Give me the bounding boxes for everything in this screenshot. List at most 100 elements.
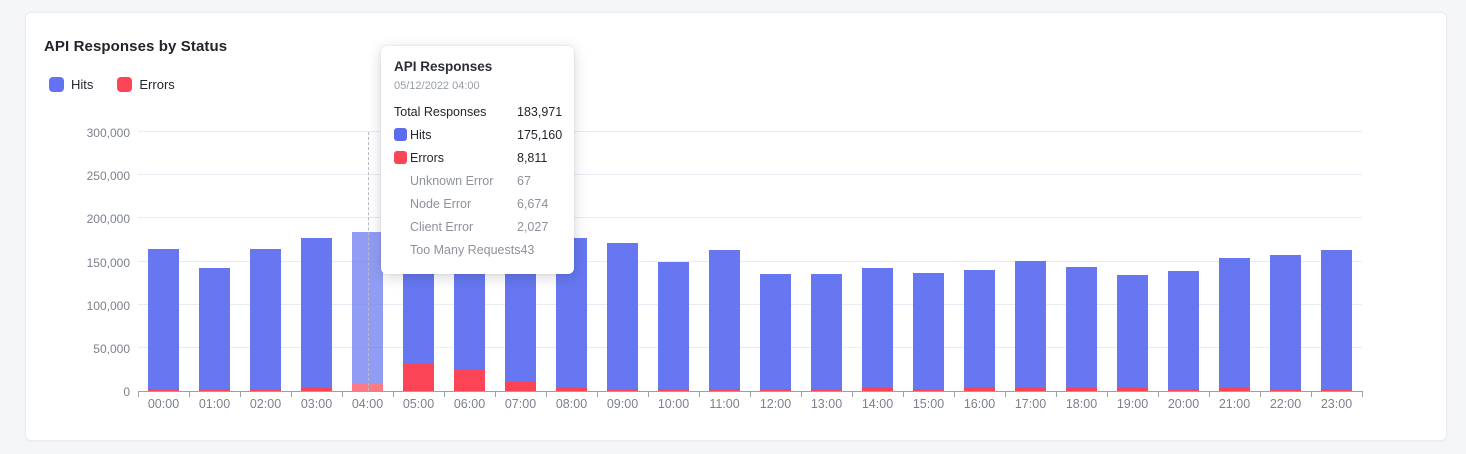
bar-errors-segment: [148, 388, 179, 391]
bar-group[interactable]: [1209, 132, 1260, 391]
bar-group[interactable]: [852, 132, 903, 391]
x-axis-tick: [1362, 392, 1363, 397]
tooltip-timestamp: 05/12/2022 04:00: [394, 80, 480, 92]
bar-group[interactable]: [240, 132, 291, 391]
gridline: [138, 131, 1362, 132]
bar-group[interactable]: [291, 132, 342, 391]
gridline: [138, 260, 1362, 262]
x-axis-tick: [648, 392, 649, 397]
y-axis-label: 0: [123, 385, 130, 399]
x-axis-label: 15:00: [912, 397, 945, 411]
tooltip-row-label: Total Responses: [394, 104, 487, 119]
x-axis-tick: [291, 392, 292, 397]
tooltip-title: API Responses: [394, 59, 493, 74]
y-axis-label: 50,000: [93, 341, 130, 356]
bar-hits-segment: [1066, 266, 1097, 389]
bar-hits-segment: [148, 248, 179, 389]
bar-hits-segment: [1117, 275, 1148, 388]
bar-group[interactable]: [1158, 132, 1209, 391]
tooltip-row-label: Client Error: [410, 219, 474, 234]
x-axis-label: 13:00: [810, 397, 843, 411]
x-axis-tick: [1311, 392, 1312, 397]
bar-hits-segment: [250, 249, 281, 389]
bar-hits-segment: [1321, 250, 1352, 389]
bar-errors-segment: [250, 388, 281, 391]
x-axis-tick: [903, 392, 904, 397]
x-axis-label: 05:00: [402, 397, 435, 411]
legend-item-label: Hits: [71, 77, 94, 92]
bar-hits-segment: [454, 262, 485, 369]
bar-errors-segment: [199, 389, 230, 391]
bar-group[interactable]: [393, 132, 444, 391]
tooltip-row: Client Error 2,027: [394, 215, 561, 238]
x-axis-line: [138, 391, 1363, 392]
bar-hits-segment: [709, 250, 740, 389]
bar-group[interactable]: [750, 132, 801, 391]
bar-group[interactable]: [1311, 132, 1362, 391]
x-axis-label: 20:00: [1167, 397, 1200, 411]
bar-errors-segment: [913, 388, 944, 391]
x-axis-tick: [1260, 392, 1261, 397]
bar-group[interactable]: [495, 132, 546, 391]
bar-group[interactable]: [801, 132, 852, 391]
plot-area: 0 50,000 100,000 150,000 200,000 250,000 300,0…: [87, 126, 1363, 411]
tooltip-row-value: 183,971: [517, 104, 563, 119]
bar-group[interactable]: [1056, 132, 1107, 391]
bar-errors-segment: [1066, 388, 1097, 391]
y-axis-label: 300,000: [86, 126, 130, 140]
x-axis-label: 17:00: [1014, 397, 1047, 411]
bar-group[interactable]: [699, 132, 750, 391]
bar-group[interactable]: [648, 132, 699, 391]
x-axis-label: 01:00: [198, 397, 231, 411]
chart-card: API Responses by Status Hits Errors 0 50,0…: [25, 12, 1447, 441]
x-axis-tick: [699, 392, 700, 397]
gridline: [138, 303, 1362, 305]
tooltip-row-value: 6,674: [517, 196, 549, 211]
bar-hits-segment: [964, 270, 995, 387]
x-axis-tick: [750, 392, 751, 397]
bar-group[interactable]: [954, 132, 1005, 391]
tooltip-row-value: 175,160: [517, 127, 563, 142]
bar-errors-segment: [862, 388, 893, 391]
x-axis-label: 02:00: [249, 397, 282, 411]
x-axis-tick: [138, 392, 139, 397]
bar-errors-segment: [760, 388, 791, 391]
legend-item-hits[interactable]: Hits: [49, 77, 93, 92]
bar-group[interactable]: [1107, 132, 1158, 391]
bar-hits-segment: [505, 260, 536, 383]
bar-errors-segment: [403, 364, 434, 391]
bar-group[interactable]: [138, 132, 189, 391]
bar-group[interactable]: [189, 132, 240, 391]
bar-group[interactable]: [597, 132, 648, 391]
x-axis-label: 19:00: [1116, 397, 1149, 411]
bar-group[interactable]: [903, 132, 954, 391]
bar-errors-segment: [811, 388, 842, 391]
legend-swatch: [49, 77, 64, 92]
bar-hits-segment: [1168, 271, 1199, 389]
y-axis-label: 150,000: [86, 255, 130, 270]
x-axis-tick: [1107, 392, 1108, 397]
bar-errors-segment: [1117, 387, 1148, 391]
x-axis-tick: [852, 392, 853, 397]
bar-errors-segment: [505, 382, 536, 391]
legend-item-errors[interactable]: Errors: [117, 77, 175, 92]
bar-hits-segment: [301, 238, 332, 388]
bar-errors-segment: [301, 387, 332, 391]
bar-errors-segment: [1321, 388, 1352, 391]
tooltip-row-value: 8,811: [517, 150, 548, 165]
tooltip-row: Node Error 6,674: [394, 192, 561, 215]
y-axis-label: 100,000: [86, 298, 130, 313]
bar-group[interactable]: [1260, 132, 1311, 391]
x-axis-tick: [546, 392, 547, 397]
gridline: [138, 346, 1362, 348]
bar-hits-segment: [403, 259, 434, 365]
bar-group[interactable]: [1005, 132, 1056, 391]
tooltip-row-label: Errors: [394, 151, 517, 165]
tooltip-row-value: 67: [517, 173, 531, 188]
bar-group[interactable]: [444, 132, 495, 391]
legend-swatch: [117, 77, 133, 92]
x-axis-label: 10:00: [657, 397, 690, 411]
x-axis-tick: [342, 392, 343, 397]
y-axis-label: 250,000: [86, 169, 130, 184]
x-axis-tick: [393, 392, 394, 397]
